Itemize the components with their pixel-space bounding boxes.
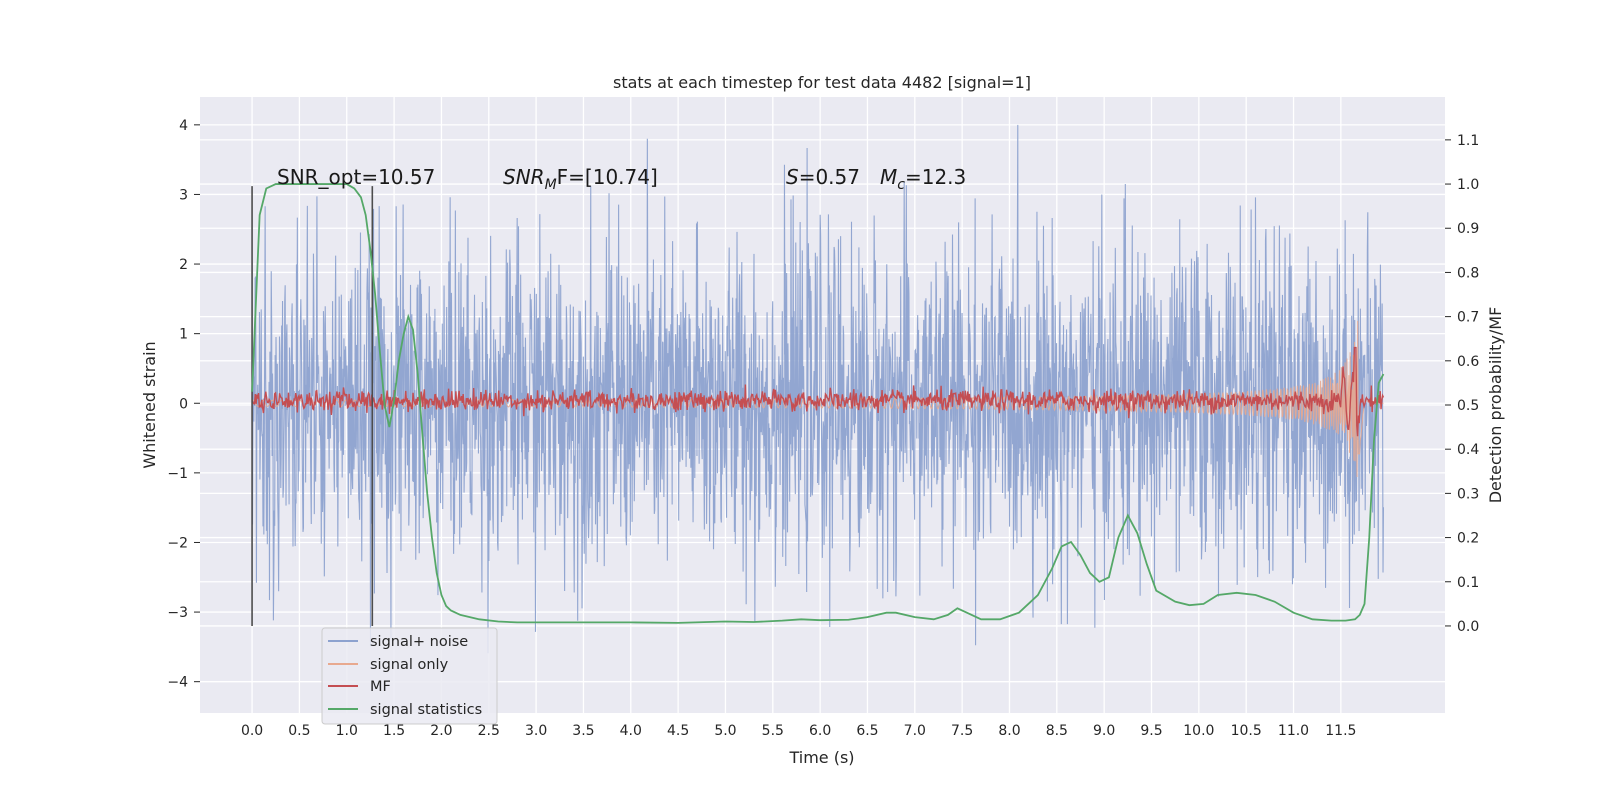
signal-statistics-series bbox=[251, 183, 1385, 624]
vertical-markers bbox=[251, 186, 374, 626]
y2-tick-label: 0.3 bbox=[1457, 486, 1479, 502]
x-tick-label: 7.5 bbox=[951, 723, 973, 739]
x-tick-label: 2.0 bbox=[430, 723, 452, 739]
y2-tick-label: 0.4 bbox=[1457, 442, 1479, 458]
x-tick-label: 3.0 bbox=[525, 723, 547, 739]
signal-plus-noise-series bbox=[251, 124, 1385, 654]
legend: signal+ noise signal only MF signal stat… bbox=[321, 627, 498, 725]
x-tick-label: 0.0 bbox=[241, 723, 263, 739]
x-tick-label: 11.5 bbox=[1325, 723, 1356, 739]
y-tick-label: −2 bbox=[167, 535, 188, 551]
y2-tick-label: 0.1 bbox=[1457, 575, 1479, 591]
series-line-signal-statistics bbox=[251, 183, 1385, 624]
series-line-mf bbox=[251, 346, 1385, 437]
x-tick-label: 8.0 bbox=[998, 723, 1020, 739]
y2-tick-label: 0.2 bbox=[1457, 531, 1479, 547]
y2-tick-label: 0.9 bbox=[1457, 221, 1479, 237]
mf-series bbox=[251, 346, 1385, 437]
y2-tick-label: 0.8 bbox=[1457, 265, 1479, 281]
y-tick-label: 0 bbox=[179, 396, 188, 412]
x-tick-label: 2.5 bbox=[478, 723, 500, 739]
legend-label-mf: MF bbox=[370, 679, 391, 695]
x-axis-label: Time (s) bbox=[788, 748, 854, 767]
x-tick-label: 0.5 bbox=[288, 723, 310, 739]
x-tick-label: 7.0 bbox=[904, 723, 926, 739]
y2-tick-label: 1.1 bbox=[1457, 133, 1479, 149]
annotation-s: S=0.57 bbox=[786, 165, 860, 189]
legend-label-signal-statistics: signal statistics bbox=[370, 702, 482, 718]
series-line-signal-noise bbox=[251, 124, 1385, 654]
x-tick-label: 4.0 bbox=[620, 723, 642, 739]
y-tick-label: 1 bbox=[179, 327, 188, 343]
y-tick-label: 3 bbox=[179, 187, 188, 203]
y2-tick-label: 1.0 bbox=[1457, 177, 1479, 193]
x-tick-label: 11.0 bbox=[1278, 723, 1309, 739]
annotation-snr-mf: SNRMF=[10.74] bbox=[503, 165, 658, 193]
x-tick-label: 6.5 bbox=[856, 723, 878, 739]
annotation-mc: Mc=12.3 bbox=[880, 165, 966, 193]
x-tick-label: 5.5 bbox=[762, 723, 784, 739]
x-tick-label: 8.5 bbox=[1046, 723, 1068, 739]
y-tick-label: −3 bbox=[167, 605, 188, 621]
y-tick-label: 4 bbox=[179, 118, 188, 134]
legend-frame bbox=[321, 627, 498, 725]
legend-label-signal-only: signal only bbox=[370, 657, 449, 673]
x-tick-label: 10.5 bbox=[1231, 723, 1262, 739]
x-tick-label: 9.0 bbox=[1093, 723, 1115, 739]
y2-tick-label: 0.0 bbox=[1457, 619, 1479, 635]
x-tick-label: 4.5 bbox=[667, 723, 689, 739]
x-tick-label: 10.0 bbox=[1183, 723, 1214, 739]
y2-axis-label: Detection probability/MF bbox=[1486, 307, 1505, 504]
x-tick-label: 5.0 bbox=[714, 723, 736, 739]
y-tick-label: −4 bbox=[167, 675, 188, 691]
axis-ticks: 0.0 0.5 1.0 1.5 2.0 2.5 3.0 3.5 4.0 4.5 5.0 5.5 6.0 6… bbox=[167, 118, 1479, 739]
y2-tick-label: 0.7 bbox=[1457, 310, 1479, 326]
x-tick-label: 3.5 bbox=[572, 723, 594, 739]
annotations: SNR_opt=10.57 SNRMF=[10.74] S=0.57 Mc=12… bbox=[277, 165, 966, 193]
x-tick-label: 1.5 bbox=[383, 723, 405, 739]
x-tick-label: 1.0 bbox=[336, 723, 358, 739]
y-tick-label: −1 bbox=[167, 466, 188, 482]
y2-tick-label: 0.5 bbox=[1457, 398, 1479, 414]
legend-label-signal-noise: signal+ noise bbox=[370, 634, 468, 650]
y2-tick-label: 0.6 bbox=[1457, 354, 1479, 370]
x-tick-label: 6.0 bbox=[809, 723, 831, 739]
x-tick-label: 9.5 bbox=[1140, 723, 1162, 739]
annotation-snr-opt: SNR_opt=10.57 bbox=[277, 165, 435, 189]
y-tick-label: 2 bbox=[179, 257, 188, 273]
y-axis-label: Whitened strain bbox=[140, 341, 159, 468]
chart-title: stats at each timestep for test data 448… bbox=[613, 73, 1031, 92]
